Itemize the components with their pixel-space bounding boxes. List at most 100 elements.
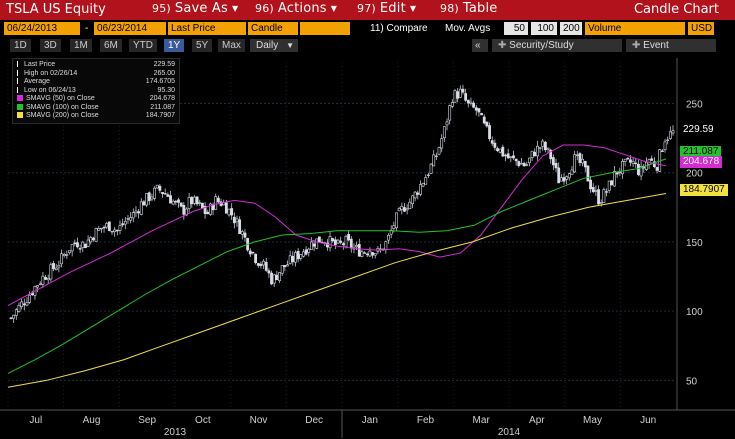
end-date-field[interactable]: 06/23/2014: [94, 22, 166, 35]
start-date-field[interactable]: 06/24/2013: [4, 22, 80, 35]
candle-body: [76, 242, 79, 248]
candle-body: [97, 228, 101, 231]
tf-6m-button[interactable]: 6M: [100, 39, 122, 52]
candle-body: [591, 187, 595, 193]
candle: [182, 202, 186, 220]
candle: [498, 148, 502, 154]
collapse-button[interactable]: «: [472, 39, 488, 52]
compare-button[interactable]: 11) Compare: [370, 23, 428, 34]
candle: [163, 188, 167, 195]
candle-body: [671, 130, 675, 134]
ticker-field[interactable]: TSLA US Equity: [6, 2, 106, 17]
candle-body: [445, 121, 449, 126]
price-field-select[interactable]: Last Price: [168, 22, 246, 35]
candle: [567, 172, 571, 181]
candle-body: [549, 149, 553, 160]
candle-body: [666, 139, 670, 142]
price-tag: 229.59: [680, 124, 717, 136]
candle: [94, 227, 98, 242]
candle: [602, 187, 606, 204]
candle-body: [267, 270, 271, 274]
candle-body: [432, 154, 436, 167]
period-select[interactable]: Daily ▼: [250, 39, 298, 52]
date-separator: -: [85, 23, 89, 34]
candle-body: [347, 234, 351, 241]
candle-body: [522, 162, 526, 167]
candle-body: [578, 153, 582, 163]
tf-ytd-button[interactable]: YTD: [129, 39, 157, 52]
candle: [272, 273, 276, 288]
security-study-label: Security/Study: [509, 40, 574, 51]
candle: [493, 139, 497, 151]
legend-swatch: [17, 95, 23, 101]
candle: [118, 220, 122, 235]
tf-1m-button[interactable]: 1M: [70, 39, 92, 52]
candle: [134, 206, 138, 217]
candle: [328, 231, 332, 252]
event-button[interactable]: ✚ Event: [626, 39, 716, 52]
legend-row: SMAVG (200) on Close 184.7907: [17, 112, 175, 121]
candle-body: [187, 197, 191, 209]
volume-select[interactable]: Volume: [585, 22, 685, 35]
ma3-field[interactable]: 200: [560, 22, 582, 35]
y-tick-label: 200: [686, 169, 703, 180]
tf-1d-button[interactable]: 1D: [10, 39, 31, 52]
candle-body: [28, 294, 32, 303]
candle-body: [514, 158, 518, 162]
legend-swatch: [17, 61, 21, 67]
chart-type-select[interactable]: Candle: [248, 22, 298, 35]
candle: [299, 254, 303, 261]
ma1-field[interactable]: 50: [504, 22, 528, 35]
candle-body: [195, 196, 199, 205]
candle-body: [113, 229, 117, 233]
currency-select[interactable]: USD: [688, 22, 714, 35]
candle: [86, 235, 90, 248]
candle-body: [36, 285, 39, 288]
candle: [113, 226, 117, 237]
candle-body: [150, 196, 154, 200]
moving-averages: [7, 144, 667, 388]
candle: [583, 160, 587, 173]
candle: [589, 175, 592, 193]
candle: [280, 265, 284, 276]
candle-body: [235, 218, 239, 223]
security-study-button[interactable]: ✚ Security/Study: [492, 39, 622, 52]
candle-body: [504, 154, 507, 157]
ma2-field[interactable]: 100: [531, 22, 557, 35]
candle: [615, 172, 619, 178]
tf-1y-button[interactable]: 1Y: [164, 39, 185, 52]
save-as-label: Save As: [174, 1, 228, 16]
candle: [573, 150, 577, 173]
candle-body: [660, 150, 664, 152]
candle: [318, 236, 321, 243]
candle: [25, 297, 29, 307]
candle: [139, 198, 143, 216]
table-button[interactable]: 98) Table: [440, 1, 498, 16]
candle: [145, 193, 148, 208]
save-as-button[interactable]: 95) Save As ▼: [152, 1, 238, 16]
candle: [171, 199, 175, 206]
edit-button[interactable]: 97) Edit ▼: [357, 1, 416, 16]
blank-field[interactable]: [300, 22, 350, 35]
candle-body: [142, 201, 146, 206]
tf-5y-button[interactable]: 5Y: [192, 39, 213, 52]
candle-body: [437, 147, 441, 155]
candle-body: [411, 195, 414, 204]
candle: [177, 197, 180, 208]
candle-body: [602, 189, 606, 203]
tf-3d-button[interactable]: 3D: [40, 39, 61, 52]
candle: [660, 149, 664, 152]
actions-button[interactable]: 96) Actions ▼: [255, 1, 337, 16]
candle: [92, 236, 95, 242]
candle: [485, 121, 489, 128]
candle-body: [570, 169, 574, 175]
candle-body: [331, 238, 335, 242]
candle: [262, 259, 265, 270]
candle-body: [123, 221, 127, 225]
candle: [607, 180, 611, 194]
candle-body: [485, 121, 489, 127]
tf-max-button[interactable]: Max: [218, 39, 245, 52]
candle-body: [57, 265, 61, 268]
candle-body: [304, 249, 308, 255]
candle-body: [216, 197, 220, 203]
